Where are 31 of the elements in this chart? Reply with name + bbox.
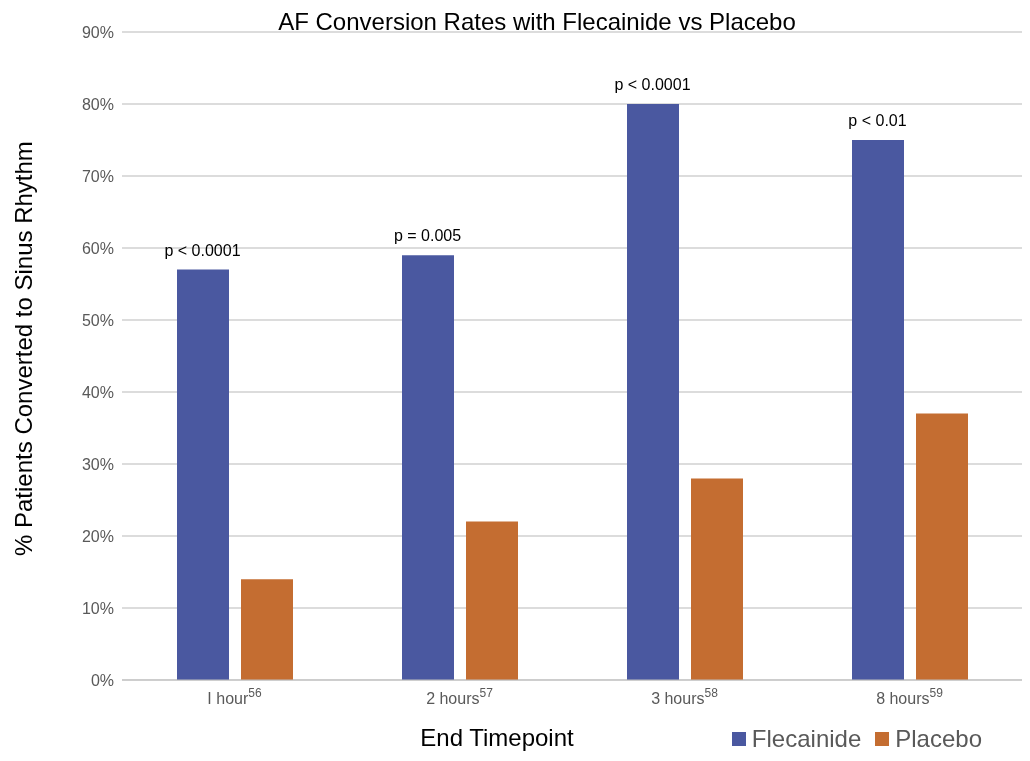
x-tick-label: 3 hours$^{58}$ — [651, 686, 719, 707]
y-tick-label: 80% — [81, 95, 114, 113]
legend-label: Flecainide — [750, 725, 862, 753]
y-tick-label: 70% — [81, 167, 114, 185]
annotation: p < 0.0001 — [614, 76, 691, 93]
x-tick-label: I hour$^{56}$ — [207, 686, 262, 707]
y-tick-label: 90% — [81, 23, 114, 41]
bar — [177, 269, 229, 680]
bar — [466, 521, 518, 680]
x-tick-label: 2 hours$^{57}$ — [426, 686, 494, 707]
y-axis-title: % Patients Converted to Sinus Rhythm — [9, 141, 37, 556]
y-tick-label: 60% — [81, 239, 114, 257]
y-tick-label: 20% — [81, 527, 114, 545]
bar — [627, 104, 679, 680]
bar — [241, 579, 293, 680]
y-tick-label: 0% — [90, 671, 114, 689]
annotation: p < 0.01 — [848, 112, 907, 129]
y-tick-label: 40% — [81, 383, 114, 401]
chart-title: AF Conversion Rates with Flecainide vs Placebo — [278, 8, 796, 35]
bar — [852, 140, 904, 680]
annotation: p = 0.005 — [393, 227, 462, 245]
annotation: p < 0.0001 — [164, 241, 241, 259]
bar — [691, 478, 743, 680]
bar — [402, 255, 454, 680]
bar — [916, 413, 968, 680]
y-tick-label: 50% — [81, 311, 114, 329]
legend-label: Placebo — [894, 725, 982, 753]
y-tick-label: 10% — [81, 599, 114, 617]
x-axis-title: End Timepoint — [420, 724, 574, 751]
x-tick-label: 8 hours$^{59}$ — [876, 686, 944, 707]
y-tick-label: 30% — [81, 455, 114, 473]
